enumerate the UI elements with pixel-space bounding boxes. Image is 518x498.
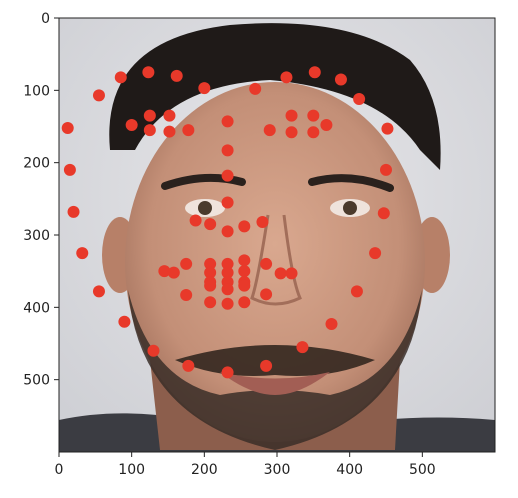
scatter-point <box>334 73 347 86</box>
scatter-point <box>147 344 160 357</box>
x-axis: 0 100 200 300 400 500 <box>55 452 436 478</box>
scatter-point <box>142 66 155 79</box>
scatter-point <box>182 359 195 372</box>
background-photo <box>59 18 495 452</box>
x-tick-label: 200 <box>191 462 218 478</box>
scatter-point <box>221 115 234 128</box>
y-tick-label: 200 <box>23 156 50 172</box>
scatter-point <box>320 119 333 132</box>
y-axis: 0 100 200 300 400 500 <box>23 11 59 389</box>
scatter-point <box>189 214 202 227</box>
x-tick-label: 300 <box>264 462 291 478</box>
scatter-point <box>260 359 273 372</box>
y-tick-label: 0 <box>41 11 50 27</box>
x-tick-label: 500 <box>409 462 436 478</box>
scatter-point <box>204 266 217 279</box>
scatter-point <box>158 265 171 278</box>
scatter-point <box>61 121 74 134</box>
scatter-point <box>280 71 293 84</box>
scatter-point <box>263 124 276 137</box>
x-tick-label: 100 <box>118 462 145 478</box>
scatter-point <box>238 265 251 278</box>
scatter-point <box>260 288 273 301</box>
scatter-point <box>143 124 156 137</box>
scatter-point <box>221 257 234 270</box>
scatter-point <box>377 207 390 220</box>
scatter-point <box>204 218 217 231</box>
scatter-point <box>285 267 298 280</box>
scatter-point <box>204 279 217 292</box>
scatter-points <box>61 66 394 379</box>
scatter-point <box>381 122 394 135</box>
scatter-point <box>221 169 234 182</box>
scatter-point <box>143 109 156 122</box>
scatter-point <box>167 266 180 279</box>
scatter-point <box>204 257 217 270</box>
scatter-point <box>118 315 131 328</box>
scatter-point <box>308 66 321 79</box>
scatter-point <box>238 220 251 233</box>
scatter-point <box>350 285 363 298</box>
scatter-point <box>163 125 176 138</box>
scatter-point <box>221 366 234 379</box>
scatter-point <box>92 89 105 102</box>
scatter-point <box>260 257 273 270</box>
x-tick-label: 400 <box>336 462 363 478</box>
scatter-point <box>92 285 105 298</box>
scatter-point <box>380 163 392 176</box>
scatter-point <box>125 119 138 132</box>
scatter-point <box>221 144 234 157</box>
y-tick-label: 500 <box>23 373 50 389</box>
y-tick-label: 400 <box>23 300 50 316</box>
scatter-point <box>353 93 366 106</box>
scatter-point <box>182 124 195 137</box>
scatter-point <box>180 257 193 270</box>
scatter-point <box>369 247 382 260</box>
scatter-point <box>307 109 320 122</box>
scatter-point <box>76 247 89 260</box>
y-tick-label: 300 <box>23 228 50 244</box>
scatter-point <box>63 163 76 176</box>
scatter-point <box>285 109 298 122</box>
scatter-point <box>274 267 287 280</box>
scatter-point <box>238 279 251 292</box>
scatter-point <box>180 289 193 302</box>
scatter-point <box>221 266 234 279</box>
scatter-point <box>238 296 251 309</box>
scatter-point <box>249 82 262 95</box>
scatter-point <box>325 317 338 330</box>
scatter-point <box>163 109 176 122</box>
scatter-point <box>296 341 309 354</box>
scatter-point <box>204 296 217 309</box>
scatter-point <box>221 196 234 209</box>
scatter-point <box>285 126 298 139</box>
scatter-point <box>256 215 269 228</box>
x-tick-label: 0 <box>55 462 64 478</box>
scatter-point <box>198 82 211 95</box>
scatter-point <box>170 69 183 82</box>
scatter-point <box>238 254 251 267</box>
scatter-point <box>221 225 234 238</box>
scatter-point <box>221 297 234 310</box>
scatter-point <box>67 205 80 218</box>
scatter-point <box>307 126 320 139</box>
scatter-point <box>114 71 127 84</box>
y-tick-label: 100 <box>23 83 50 99</box>
scatter-point <box>221 283 234 296</box>
